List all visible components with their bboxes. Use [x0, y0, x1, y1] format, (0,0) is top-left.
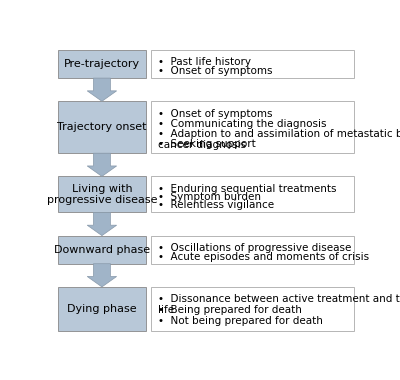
- FancyBboxPatch shape: [58, 50, 146, 78]
- FancyBboxPatch shape: [151, 287, 354, 331]
- Text: •  Adaption to and assimilation of metastatic breast
cancer diagnosis: • Adaption to and assimilation of metast…: [158, 129, 400, 150]
- Polygon shape: [87, 78, 117, 101]
- Polygon shape: [87, 264, 117, 287]
- Polygon shape: [87, 212, 117, 236]
- Text: •  Acute episodes and moments of crisis: • Acute episodes and moments of crisis: [158, 252, 369, 261]
- Text: Living with
progressive disease: Living with progressive disease: [47, 184, 157, 205]
- Text: •  Being prepared for death: • Being prepared for death: [158, 305, 302, 315]
- Text: •  Onset of symptoms: • Onset of symptoms: [158, 109, 272, 119]
- Text: •  Not being prepared for death: • Not being prepared for death: [158, 316, 322, 326]
- FancyBboxPatch shape: [151, 50, 354, 78]
- Text: •  Communicating the diagnosis: • Communicating the diagnosis: [158, 119, 326, 129]
- FancyBboxPatch shape: [151, 101, 354, 153]
- Text: •  Seeking support: • Seeking support: [158, 139, 255, 149]
- Text: Downward phase: Downward phase: [54, 245, 150, 255]
- Text: •  Onset of symptoms: • Onset of symptoms: [158, 66, 272, 76]
- FancyBboxPatch shape: [58, 101, 146, 153]
- FancyBboxPatch shape: [151, 176, 354, 212]
- Text: •  Oscillations of progressive disease: • Oscillations of progressive disease: [158, 243, 351, 253]
- Polygon shape: [87, 153, 117, 176]
- Text: •  Dissonance between active treatment and the end of
life: • Dissonance between active treatment an…: [158, 294, 400, 315]
- FancyBboxPatch shape: [58, 236, 146, 264]
- Text: Pre-trajectory: Pre-trajectory: [64, 59, 140, 69]
- Text: •  Symptom burden: • Symptom burden: [158, 192, 260, 202]
- Text: Trajectory onset: Trajectory onset: [57, 122, 147, 132]
- FancyBboxPatch shape: [58, 176, 146, 212]
- Text: •  Enduring sequential treatments: • Enduring sequential treatments: [158, 184, 336, 194]
- FancyBboxPatch shape: [151, 236, 354, 264]
- Text: Dying phase: Dying phase: [67, 304, 137, 314]
- FancyBboxPatch shape: [58, 287, 146, 331]
- Text: •  Past life history: • Past life history: [158, 57, 250, 67]
- Text: •  Relentless vigilance: • Relentless vigilance: [158, 200, 274, 211]
